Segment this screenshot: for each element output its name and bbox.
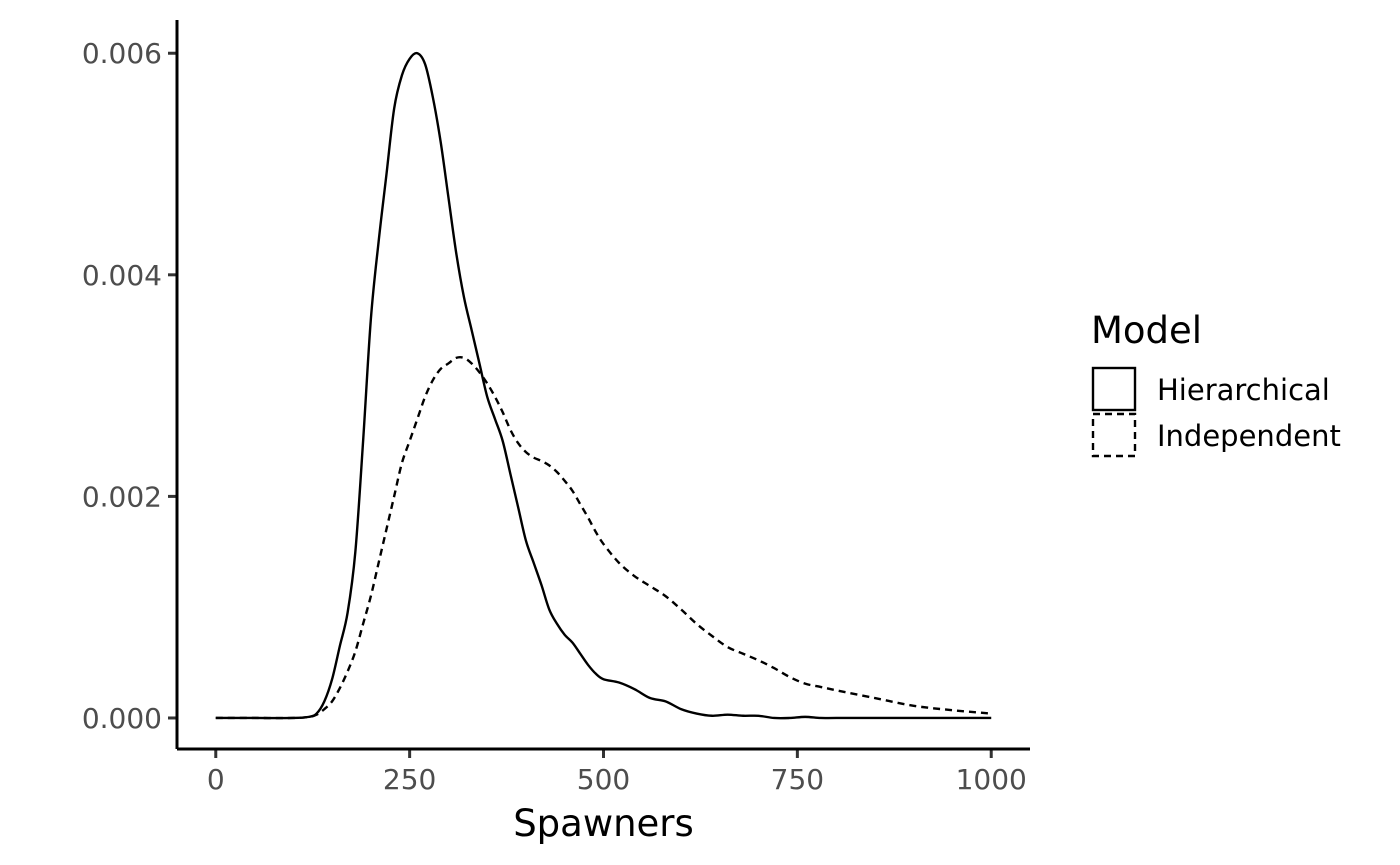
y-tick-label: 0.004 <box>82 259 162 292</box>
legend-label-hierarchical: Hierarchical <box>1157 373 1330 407</box>
legend-label-independent: Independent <box>1157 419 1341 453</box>
y-tick-label: 0.000 <box>82 702 162 735</box>
legend-title: Model <box>1091 309 1202 352</box>
series-layer <box>215 51 992 720</box>
y-tick-label: 0.002 <box>82 480 162 513</box>
x-axis-title: Spawners <box>513 802 694 845</box>
y-tick-label: 0.006 <box>82 37 162 70</box>
series-line-hierarchical <box>215 51 992 720</box>
series-line-independent <box>215 356 992 720</box>
legend: Model Hierarchical Independent <box>1091 309 1341 458</box>
x-tick-label: 1000 <box>956 763 1027 796</box>
legend-key-independent <box>1091 412 1137 458</box>
x-tick-label: 250 <box>383 763 436 796</box>
ticks-layer: 0 250 500 750 1000 0.000 0.002 0.004 0.006 <box>82 37 1027 796</box>
x-tick-label: 750 <box>771 763 824 796</box>
x-tick-label: 500 <box>577 763 630 796</box>
x-tick-label: 0 <box>207 763 225 796</box>
legend-items: Hierarchical Independent <box>1091 366 1341 458</box>
legend-key-hierarchical <box>1091 366 1137 412</box>
